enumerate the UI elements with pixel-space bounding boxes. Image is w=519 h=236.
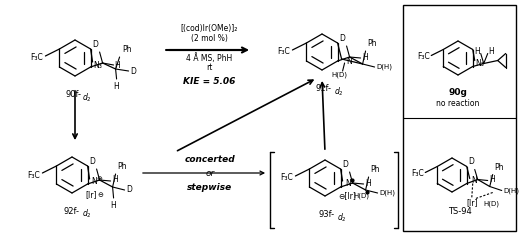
Text: N: N xyxy=(347,56,352,66)
Text: N: N xyxy=(91,177,98,186)
Text: D: D xyxy=(127,185,132,194)
Text: D: D xyxy=(468,157,474,167)
Text: or: or xyxy=(206,169,215,178)
Text: F₃C: F₃C xyxy=(412,169,424,178)
Text: TS-94: TS-94 xyxy=(448,207,472,216)
Text: D: D xyxy=(93,40,99,49)
Text: rt: rt xyxy=(206,63,212,72)
Text: 4 Å MS, PhH: 4 Å MS, PhH xyxy=(186,53,232,63)
Text: $d_2$: $d_2$ xyxy=(82,208,92,220)
Text: H: H xyxy=(490,175,496,184)
Text: Ph: Ph xyxy=(118,162,127,171)
Text: 90g: 90g xyxy=(448,88,468,97)
Text: H: H xyxy=(115,60,120,69)
Text: H: H xyxy=(474,46,480,55)
Text: F₃C: F₃C xyxy=(28,170,40,180)
Text: KIE = 5.06: KIE = 5.06 xyxy=(183,77,235,87)
Text: N₃: N₃ xyxy=(476,59,485,68)
Text: H: H xyxy=(114,82,119,91)
Text: H: H xyxy=(489,46,495,55)
Text: ⊖[Ir]: ⊖[Ir] xyxy=(338,191,357,201)
Text: D(H): D(H) xyxy=(377,64,392,70)
Text: $d_2$: $d_2$ xyxy=(82,91,92,104)
Text: D: D xyxy=(90,157,95,166)
Text: F₃C: F₃C xyxy=(281,173,293,182)
Text: H: H xyxy=(111,201,116,210)
Text: F₃C: F₃C xyxy=(278,47,291,56)
Text: stepwise: stepwise xyxy=(187,184,233,193)
Text: N₃: N₃ xyxy=(93,62,102,71)
Text: F₃C: F₃C xyxy=(31,54,44,63)
Text: H: H xyxy=(363,52,368,62)
Text: N: N xyxy=(472,176,477,185)
Text: H: H xyxy=(365,178,371,187)
Text: H(D): H(D) xyxy=(484,201,500,207)
Text: (2 mol %): (2 mol %) xyxy=(190,34,227,42)
Text: [Ir]: [Ir] xyxy=(466,198,477,207)
Text: $d_2$: $d_2$ xyxy=(334,85,344,97)
Text: H(D): H(D) xyxy=(332,72,348,79)
Text: ⊕: ⊕ xyxy=(97,176,102,182)
Text: D: D xyxy=(343,160,349,169)
Text: H: H xyxy=(113,176,118,185)
Text: H(D): H(D) xyxy=(353,193,370,199)
Text: N: N xyxy=(346,178,351,187)
Text: 91f-: 91f- xyxy=(316,84,332,93)
Text: Ph: Ph xyxy=(367,39,377,48)
Text: no reaction: no reaction xyxy=(436,99,480,108)
Text: ⊖: ⊖ xyxy=(98,192,103,198)
Text: F₃C: F₃C xyxy=(417,52,430,61)
Text: [(cod)Ir(OMe)]₂: [(cod)Ir(OMe)]₂ xyxy=(180,24,238,33)
Text: Ph: Ph xyxy=(122,45,132,54)
Text: 92f-: 92f- xyxy=(64,207,80,216)
Text: $d_2$: $d_2$ xyxy=(337,211,347,223)
Text: D(H): D(H) xyxy=(379,190,395,196)
Text: [Ir]: [Ir] xyxy=(86,190,97,199)
Text: D: D xyxy=(131,67,136,76)
Text: Ph: Ph xyxy=(495,163,504,172)
Bar xyxy=(403,5,516,231)
Text: 90f-: 90f- xyxy=(65,90,81,99)
Text: 93f-: 93f- xyxy=(319,210,335,219)
Text: D: D xyxy=(340,34,346,43)
Text: D(H): D(H) xyxy=(504,187,519,194)
Text: concerted: concerted xyxy=(185,156,236,164)
Text: Ph: Ph xyxy=(371,165,380,174)
